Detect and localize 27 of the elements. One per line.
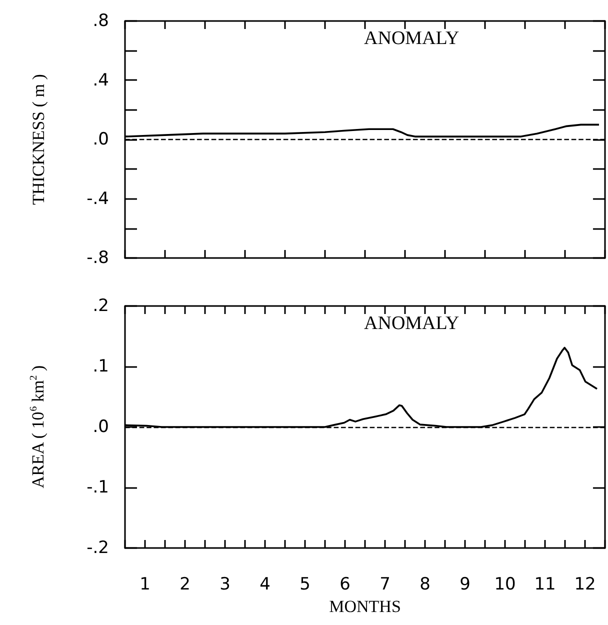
y-tick-label: .0 (92, 417, 109, 437)
y-axis-title: AREA ( 106 km2 ) (28, 365, 48, 488)
x-tick-label: 5 (300, 574, 310, 594)
y-tick-label: .0 (92, 130, 109, 150)
y-tick-label: .8 (92, 11, 109, 31)
x-tick-label: 10 (494, 574, 516, 594)
y-tick-label: -.2 (86, 538, 109, 558)
x-tick-label: 3 (220, 574, 230, 594)
annotation: ANOMALY (364, 313, 460, 334)
x-tick-label: 2 (180, 574, 190, 594)
x-tick-label: 6 (340, 574, 350, 594)
x-axis-title: MONTHS (329, 596, 401, 616)
y-tick-label: -.1 (86, 478, 109, 498)
y-tick-label: .1 (92, 356, 109, 376)
x-tick-label: 9 (460, 574, 470, 594)
x-tick-label: 7 (380, 574, 390, 594)
y-tick-label: -.4 (86, 188, 109, 209)
annotation: ANOMALY (364, 28, 460, 49)
y-tick-label: .4 (92, 70, 109, 90)
y-tick-label: .2 (92, 296, 109, 316)
x-tick-label: 8 (420, 574, 430, 594)
x-tick-label: 11 (534, 574, 556, 594)
x-tick-label: 12 (574, 574, 596, 594)
x-tick-label: 1 (140, 574, 150, 594)
y-tick-label: -.8 (86, 248, 109, 268)
x-tick-label: 4 (260, 574, 270, 594)
y-axis-title: THICKNESS ( m ) (29, 74, 48, 205)
